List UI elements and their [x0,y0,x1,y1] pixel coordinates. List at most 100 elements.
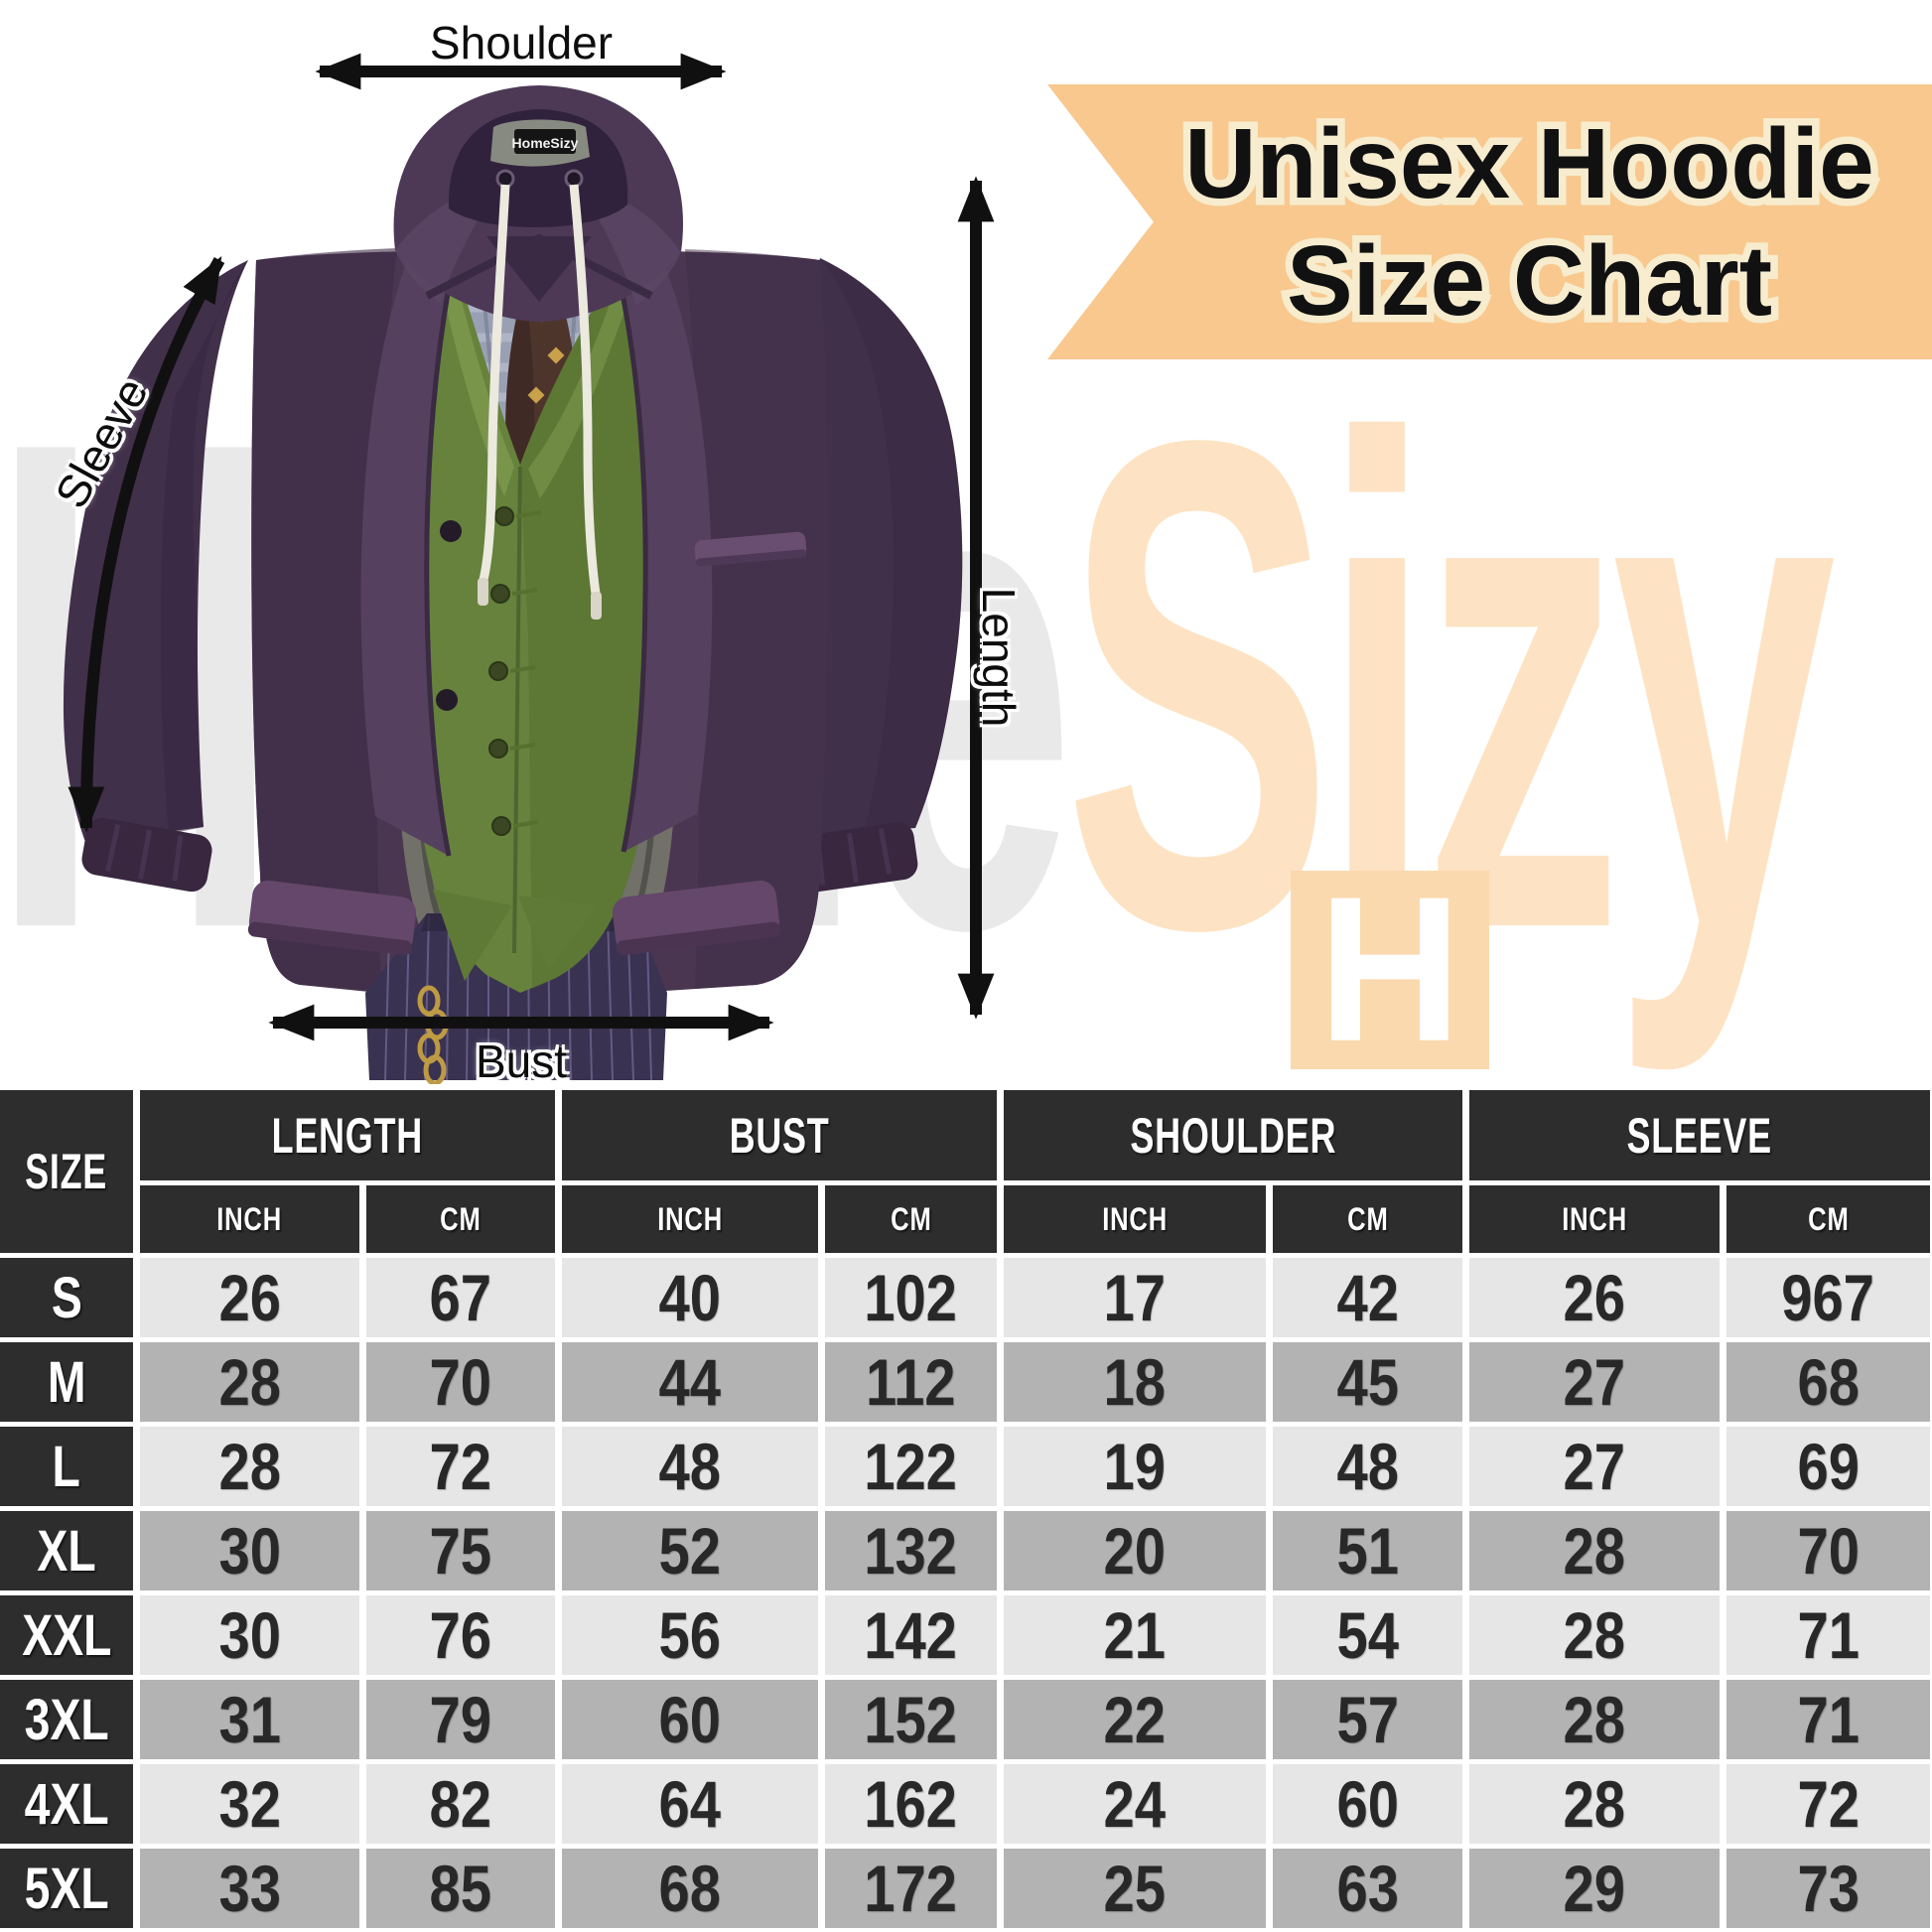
bust-label: Bust [475,1035,568,1087]
table-value: 132 [825,1511,997,1590]
table-value: 28 [140,1427,359,1506]
table-value: 122 [825,1427,997,1506]
table-value: 45 [1273,1342,1462,1422]
unit-header: INCH [562,1185,818,1253]
size-label: 3XL [0,1680,133,1759]
unit-header: CM [1726,1185,1930,1253]
unit-header: CM [366,1185,555,1253]
table-value: 67 [366,1258,555,1337]
table-value: 27 [1469,1342,1720,1422]
unit-header: CM [1273,1185,1462,1253]
aglet [591,592,602,620]
table-value: 44 [562,1342,818,1422]
brand-h-logo: H [1291,866,1489,1072]
size-label: L [0,1427,133,1506]
table-value: 51 [1273,1511,1462,1590]
table-value: 17 [1004,1258,1266,1337]
sleeve-arrow [68,255,225,833]
table-value: 42 [1273,1258,1462,1337]
table-value: 71 [1726,1680,1930,1759]
size-label: M [0,1342,133,1422]
table-value: 21 [1004,1595,1266,1675]
table-value: 70 [366,1342,555,1422]
table-value: 75 [366,1511,555,1590]
table-value: 28 [1469,1511,1720,1590]
table-value: 26 [140,1258,359,1337]
table-value: 29 [1469,1849,1720,1928]
size-label: XL [0,1511,133,1590]
table-value: 69 [1726,1427,1930,1506]
group-header-bust: BUST [562,1090,997,1180]
unit-header: INCH [1469,1185,1720,1253]
table-value: 102 [825,1258,997,1337]
table-value: 25 [1004,1849,1266,1928]
table-value: 64 [562,1764,818,1844]
right-pocket-flap [612,880,781,956]
table-value: 27 [1469,1427,1720,1506]
table-value: 20 [1004,1511,1266,1590]
table-value: 82 [366,1764,555,1844]
table-value: 48 [562,1427,818,1506]
table-value: 60 [562,1680,818,1759]
grommet [495,169,515,189]
table-value: 72 [1726,1764,1930,1844]
drawstrings [479,184,601,595]
left-cuff [81,817,212,893]
table-value: 112 [825,1342,997,1422]
chest-welt-pocket [694,531,807,567]
unit-header: INCH [140,1185,359,1253]
table-value: 71 [1726,1595,1930,1675]
neck-tag-label: HomeSizy [512,135,579,151]
table-value: 28 [1469,1680,1720,1759]
table-value: 28 [1469,1764,1720,1844]
table-value: 32 [140,1764,359,1844]
table-value: 48 [1273,1427,1462,1506]
vest-buttons [488,506,514,836]
table-value: 22 [1004,1680,1266,1759]
neck-tag [514,129,576,154]
table-value: 54 [1273,1595,1462,1675]
table-value: 60 [1273,1764,1462,1844]
hoodie-illustration: HomeSizy [63,85,963,1084]
banner-title-line1: Unisex Hoodie Unisex Hoodie [1177,100,1882,226]
jacket-lapels [360,220,713,857]
table-value: 30 [140,1511,359,1590]
group-header-length: LENGTH [140,1090,555,1180]
table-value: 142 [825,1595,997,1675]
table-value: 26 [1469,1258,1720,1337]
table-value: 28 [1469,1595,1720,1675]
table-value: 18 [1004,1342,1266,1422]
size-label: 4XL [0,1764,133,1844]
table-value: 162 [825,1764,997,1844]
table-value: 24 [1004,1764,1266,1844]
table-value: 52 [562,1511,818,1590]
group-header-shoulder: SHOULDER [1004,1090,1462,1180]
table-value: 56 [562,1595,818,1675]
table-value: 73 [1726,1849,1930,1928]
table-value: 57 [1273,1680,1462,1759]
jacket-button [440,520,462,542]
table-value: 68 [1726,1342,1930,1422]
group-header-sleeve: SLEEVE [1469,1090,1930,1180]
table-value: 68 [562,1849,818,1928]
aglet [478,578,488,606]
unit-header: CM [825,1185,997,1253]
table-value: 152 [825,1680,997,1759]
table-value: 31 [140,1680,359,1759]
brand-h-letter: H [1317,854,1462,1085]
grommet [564,169,584,189]
right-sleeve [794,258,963,836]
length-label: Length [973,587,1025,728]
hood: HomeSizy [393,85,684,322]
table-value: 33 [140,1849,359,1928]
hoodie-measure-graphic: HomeSizy [63,53,995,1084]
left-pocket-flap [247,880,417,956]
size-column-header: SIZE [0,1090,133,1253]
table-value: 76 [366,1595,555,1675]
unit-header: INCH [1004,1185,1266,1253]
table-value: 85 [366,1849,555,1928]
table-value: 63 [1273,1849,1462,1928]
table-value: 79 [366,1680,555,1759]
jacket-button [436,689,458,711]
